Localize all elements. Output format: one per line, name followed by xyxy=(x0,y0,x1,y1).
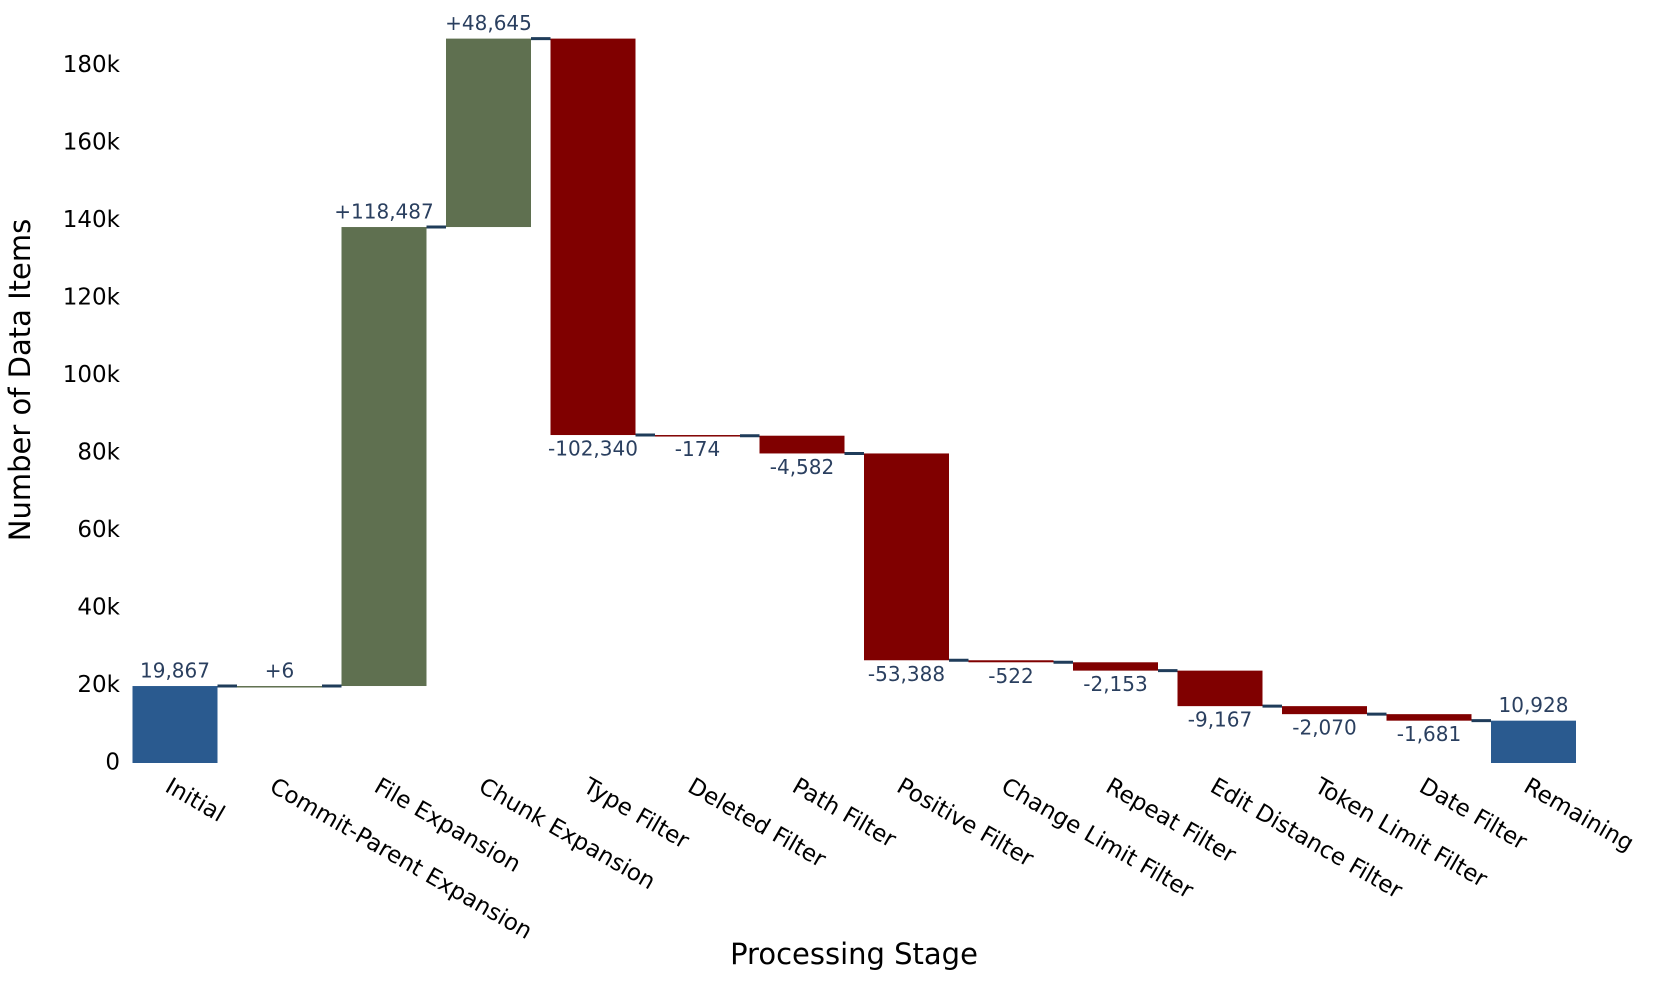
value-label: -9,167 xyxy=(1188,708,1252,732)
y-tick-label: 100k xyxy=(63,362,121,388)
value-label: +48,645 xyxy=(445,11,532,35)
bar xyxy=(1073,662,1158,671)
y-tick-label: 160k xyxy=(63,130,121,156)
y-tick-label: 60k xyxy=(77,517,120,543)
y-tick-label: 40k xyxy=(77,595,120,621)
x-tick-label: Initial xyxy=(161,773,229,827)
bar xyxy=(759,435,845,454)
x-tick-label: Chunk Expansion xyxy=(474,773,659,895)
value-label: -102,340 xyxy=(548,437,638,461)
value-label: +6 xyxy=(265,659,294,683)
y-tick-label: 140k xyxy=(63,207,121,233)
bar xyxy=(864,453,949,661)
bar xyxy=(237,686,322,688)
bar xyxy=(1491,720,1576,763)
bar xyxy=(446,38,531,228)
value-label: 19,867 xyxy=(140,659,210,683)
bar xyxy=(132,686,218,763)
bar xyxy=(968,660,1054,663)
x-tick-label: Token Limit Filter xyxy=(1309,773,1491,893)
value-label: -2,070 xyxy=(1292,716,1356,740)
value-label: 10,928 xyxy=(1499,693,1569,717)
x-tick-label: Remaining xyxy=(1519,773,1638,857)
value-label: -2,153 xyxy=(1083,672,1147,696)
bar xyxy=(341,227,427,687)
value-label: +118,487 xyxy=(334,200,433,224)
y-tick-label: 20k xyxy=(77,672,120,698)
value-label: -174 xyxy=(675,437,720,461)
y-axis-title: Number of Data Items xyxy=(3,219,37,541)
bar xyxy=(1177,670,1263,707)
bar xyxy=(550,38,636,436)
value-label: -4,582 xyxy=(770,455,834,479)
x-axis-title: Processing Stage xyxy=(730,937,978,971)
y-tick-label: 180k xyxy=(63,52,121,78)
value-label: -522 xyxy=(988,664,1033,688)
value-label: -1,681 xyxy=(1397,722,1461,746)
y-tick-label: 80k xyxy=(77,440,120,466)
x-tick-label: Edit Distance Filter xyxy=(1206,773,1407,904)
bar xyxy=(1386,714,1472,721)
y-tick-label: 120k xyxy=(63,285,121,311)
bar xyxy=(655,435,740,437)
bar xyxy=(1282,706,1367,715)
x-tick-label: Change Limit Filter xyxy=(997,773,1198,904)
y-tick-label: 0 xyxy=(105,750,120,776)
value-label: -53,388 xyxy=(868,662,945,686)
